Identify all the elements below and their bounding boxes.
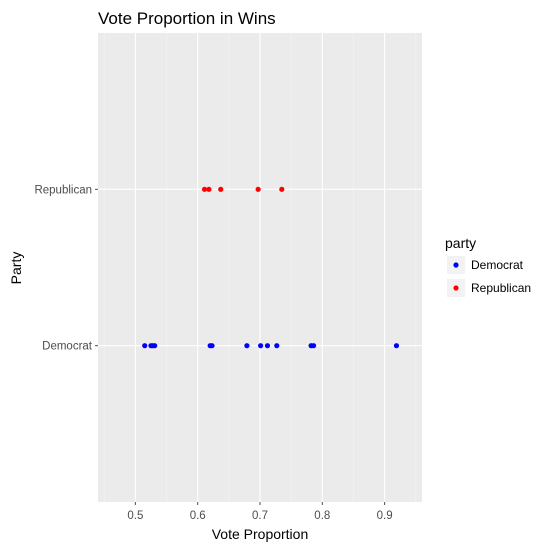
x-axis-ticks: 0.5 0.6 0.7 0.8 0.9 xyxy=(127,502,393,522)
legend-label: Democrat xyxy=(471,258,524,272)
chart-title: Vote Proportion in Wins xyxy=(98,9,276,28)
data-points xyxy=(142,186,400,349)
x-axis-title: Vote Proportion xyxy=(212,526,309,542)
data-point-democrat xyxy=(310,343,317,349)
y-axis-title: Party xyxy=(8,252,24,285)
data-point-democrat xyxy=(393,343,400,349)
data-point-republican xyxy=(279,186,285,192)
x-tick-label: 0.5 xyxy=(127,510,143,522)
data-point-democrat xyxy=(244,343,250,349)
data-point-democrat xyxy=(264,343,271,349)
data-point-democrat xyxy=(274,343,280,349)
data-point-republican xyxy=(218,186,224,192)
data-point-democrat xyxy=(258,343,264,349)
data-point-democrat xyxy=(142,343,148,349)
x-tick-label: 0.6 xyxy=(190,510,206,522)
legend-swatch xyxy=(453,262,459,268)
x-tick-label: 0.9 xyxy=(377,510,393,522)
major-gridlines xyxy=(98,33,422,502)
data-point-republican xyxy=(201,186,208,192)
data-point-republican xyxy=(206,186,212,192)
y-tick-label: Democrat xyxy=(42,341,93,353)
legend-label: Republican xyxy=(471,281,531,295)
legend-swatch xyxy=(453,285,459,291)
y-tick-label: Republican xyxy=(34,184,92,196)
x-tick-label: 0.7 xyxy=(252,510,268,522)
minor-gridlines xyxy=(103,33,417,502)
data-point-republican xyxy=(255,186,261,192)
data-point-democrat xyxy=(152,343,158,349)
data-point-democrat xyxy=(209,343,215,349)
legend-title: party xyxy=(445,235,476,251)
x-tick-label: 0.8 xyxy=(314,510,330,522)
legend: party Democrat Republican xyxy=(445,235,531,297)
y-axis-ticks: Democrat Republican xyxy=(34,184,98,353)
